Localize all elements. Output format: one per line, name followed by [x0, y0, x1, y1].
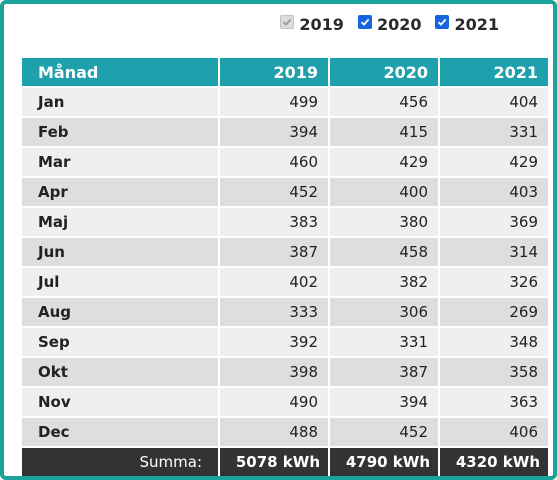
table-header-row: Månad 2019 2020 2021	[22, 58, 548, 86]
table-row: Nov 490 394 363	[22, 388, 548, 416]
value-cell-2020: 429	[330, 148, 438, 176]
month-cell: Nov	[22, 388, 218, 416]
value-cell-2021: 406	[440, 418, 548, 446]
value-cell-2019: 333	[220, 298, 328, 326]
value-cell-2021: 404	[440, 88, 548, 116]
value-cell-2020: 400	[330, 178, 438, 206]
value-cell-2019: 398	[220, 358, 328, 386]
table-row: Feb 394 415 331	[22, 118, 548, 146]
value-cell-2020: 382	[330, 268, 438, 296]
table-row: Mar 460 429 429	[22, 148, 548, 176]
value-cell-2020: 306	[330, 298, 438, 326]
value-cell-2020: 394	[330, 388, 438, 416]
table-row: Jan 499 456 404	[22, 88, 548, 116]
value-cell-2019: 383	[220, 208, 328, 236]
value-cell-2021: 348	[440, 328, 548, 356]
table-row: Dec 488 452 406	[22, 418, 548, 446]
value-cell-2019: 488	[220, 418, 328, 446]
table-row: Aug 333 306 269	[22, 298, 548, 326]
value-cell-2019: 460	[220, 148, 328, 176]
table-row: Sep 392 331 348	[22, 328, 548, 356]
table-row: Apr 452 400 403	[22, 178, 548, 206]
value-cell-2019: 392	[220, 328, 328, 356]
value-cell-2020: 452	[330, 418, 438, 446]
total-2019: 5078 kWh	[220, 448, 328, 476]
month-cell: Dec	[22, 418, 218, 446]
value-cell-2021: 326	[440, 268, 548, 296]
energy-table: Månad 2019 2020 2021 Jan 499 456 404 Feb 394 4…	[20, 56, 550, 478]
value-cell-2019: 394	[220, 118, 328, 146]
total-2020: 4790 kWh	[330, 448, 438, 476]
value-cell-2021: 429	[440, 148, 548, 176]
checkbox-checked-disabled-icon[interactable]	[280, 14, 295, 29]
table-row: Okt 398 387 358	[22, 358, 548, 386]
year-filter-label: 2019	[299, 15, 344, 34]
month-cell: Mar	[22, 148, 218, 176]
year-filter-2019[interactable]: 2019	[280, 14, 344, 34]
month-cell: Maj	[22, 208, 218, 236]
month-cell: Sep	[22, 328, 218, 356]
total-2021: 4320 kWh	[440, 448, 548, 476]
value-cell-2021: 358	[440, 358, 548, 386]
year-filter-label: 2020	[376, 15, 422, 34]
month-cell: Jun	[22, 238, 218, 266]
table-row: Maj 383 380 369	[22, 208, 548, 236]
value-cell-2020: 456	[330, 88, 438, 116]
header-2020: 2020	[330, 58, 438, 86]
table-row: Jun 387 458 314	[22, 238, 548, 266]
header-2019: 2019	[220, 58, 328, 86]
value-cell-2021: 369	[440, 208, 548, 236]
value-cell-2020: 380	[330, 208, 438, 236]
month-cell: Jan	[22, 88, 218, 116]
value-cell-2019: 452	[220, 178, 328, 206]
value-cell-2021: 269	[440, 298, 548, 326]
checkbox-checked-icon[interactable]	[435, 14, 450, 29]
value-cell-2019: 490	[220, 388, 328, 416]
value-cell-2019: 499	[220, 88, 328, 116]
footer-label: Summa:	[22, 448, 218, 476]
value-cell-2019: 402	[220, 268, 328, 296]
value-cell-2021: 363	[440, 388, 548, 416]
month-cell: Aug	[22, 298, 218, 326]
value-cell-2020: 458	[330, 238, 438, 266]
month-cell: Apr	[22, 178, 218, 206]
checkbox-checked-icon[interactable]	[357, 14, 372, 29]
value-cell-2020: 415	[330, 118, 438, 146]
value-cell-2021: 403	[440, 178, 548, 206]
header-2021: 2021	[440, 58, 548, 86]
month-cell: Feb	[22, 118, 218, 146]
year-filter-2020[interactable]: 2020	[357, 14, 422, 34]
value-cell-2021: 331	[440, 118, 548, 146]
year-filter-label: 2021	[454, 15, 499, 34]
value-cell-2020: 331	[330, 328, 438, 356]
value-cell-2021: 314	[440, 238, 548, 266]
table-row: Jul 402 382 326	[22, 268, 548, 296]
value-cell-2019: 387	[220, 238, 328, 266]
month-cell: Jul	[22, 268, 218, 296]
year-filter-group: 2019 2020 2021	[280, 14, 499, 34]
table-footer-row: Summa: 5078 kWh 4790 kWh 4320 kWh	[22, 448, 548, 476]
month-cell: Okt	[22, 358, 218, 386]
year-filter-2021[interactable]: 2021	[435, 14, 499, 34]
header-month: Månad	[22, 58, 218, 86]
value-cell-2020: 387	[330, 358, 438, 386]
